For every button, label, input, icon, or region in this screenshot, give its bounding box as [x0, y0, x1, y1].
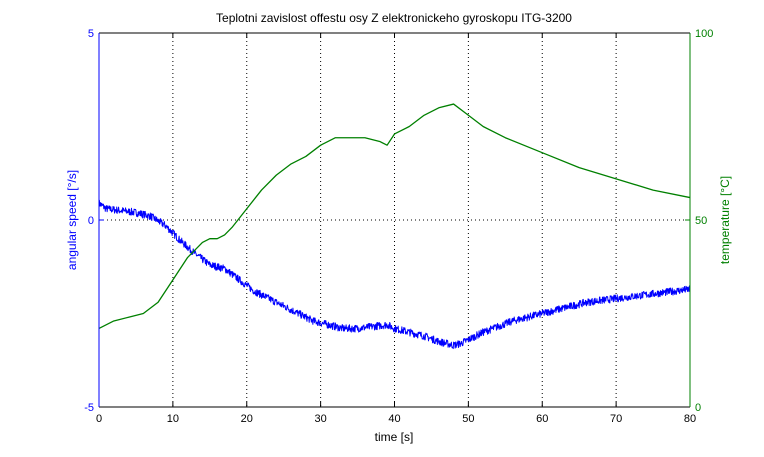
x-tick-label: 30	[315, 413, 327, 425]
y-left-tick-label: 0	[88, 215, 94, 227]
x-tick-label: 20	[241, 413, 253, 425]
y-right-tick-label: 50	[695, 215, 707, 227]
series-line-angular-speed	[98, 199, 691, 350]
x-tick-label: 70	[610, 413, 622, 425]
y-axis-label-left: angular speed [°/s]	[65, 170, 79, 270]
x-tick-label: 80	[684, 413, 696, 425]
x-tick-label: 10	[167, 413, 179, 425]
series-layer	[98, 103, 691, 350]
y-right-tick-label: 100	[695, 28, 713, 40]
series-line-temperature	[98, 103, 691, 330]
x-tick-label: 0	[96, 413, 102, 425]
x-tick-label: 40	[388, 413, 400, 425]
grid	[99, 33, 690, 407]
y-left-tick-label: 5	[88, 28, 94, 40]
x-tick-label: 50	[462, 413, 474, 425]
y-axis-label-right: temperature [°C]	[718, 176, 732, 264]
x-tick-label: 60	[536, 413, 548, 425]
chart-title: Teplotni zavislost offestu osy Z elektro…	[216, 11, 572, 25]
x-axis-label: time [s]	[375, 430, 414, 444]
y-right-tick-label: 0	[695, 402, 701, 414]
y-left-tick-label: -5	[84, 402, 94, 414]
